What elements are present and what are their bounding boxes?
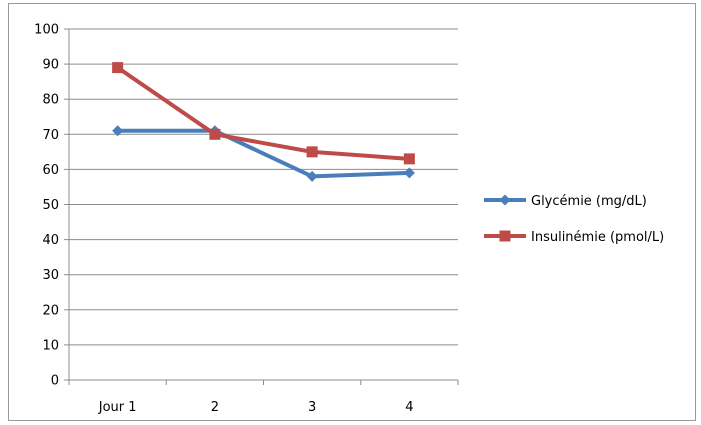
y-tick-label: 70 — [42, 128, 59, 143]
x-tick-label: 2 — [211, 400, 219, 415]
series-lines — [112, 62, 415, 182]
data-point — [112, 62, 124, 74]
y-tick-label: 90 — [42, 58, 59, 73]
series-line-1 — [116, 65, 410, 161]
axes — [64, 28, 459, 385]
legend: Glycémie (mg/dL) Insulinémie (pmol/L) — [484, 194, 664, 245]
legend-label: Glycémie (mg/dL) — [531, 194, 647, 209]
gridlines — [69, 28, 458, 346]
x-tick-label: 3 — [308, 400, 316, 415]
legend-swatch-marker — [499, 230, 511, 242]
y-axis-tick-labels: 0 10 20 30 40 50 60 70 80 90 100 — [34, 23, 59, 389]
y-tick-label: 40 — [42, 233, 59, 248]
legend-swatch-marker — [499, 194, 511, 206]
data-point — [209, 128, 221, 140]
data-point — [403, 167, 415, 179]
series-line-0 — [117, 128, 410, 179]
data-point — [112, 125, 124, 137]
data-point — [403, 153, 415, 165]
x-tick-label: 4 — [405, 400, 413, 415]
y-tick-label: 100 — [34, 23, 59, 38]
y-tick-label: 10 — [42, 338, 59, 353]
x-tick-label: Jour 1 — [98, 400, 137, 415]
legend-label: Insulinémie (pmol/L) — [531, 230, 664, 245]
y-tick-label: 30 — [42, 268, 59, 283]
y-tick-label: 60 — [42, 163, 59, 178]
data-point — [306, 146, 318, 158]
y-tick-label: 20 — [42, 303, 59, 318]
x-axis-tick-labels: Jour 1 2 3 4 — [98, 400, 414, 415]
y-tick-label: 50 — [42, 198, 59, 213]
y-tick-label: 80 — [42, 93, 59, 108]
y-tick-label: 0 — [51, 374, 59, 389]
data-point — [306, 170, 318, 182]
